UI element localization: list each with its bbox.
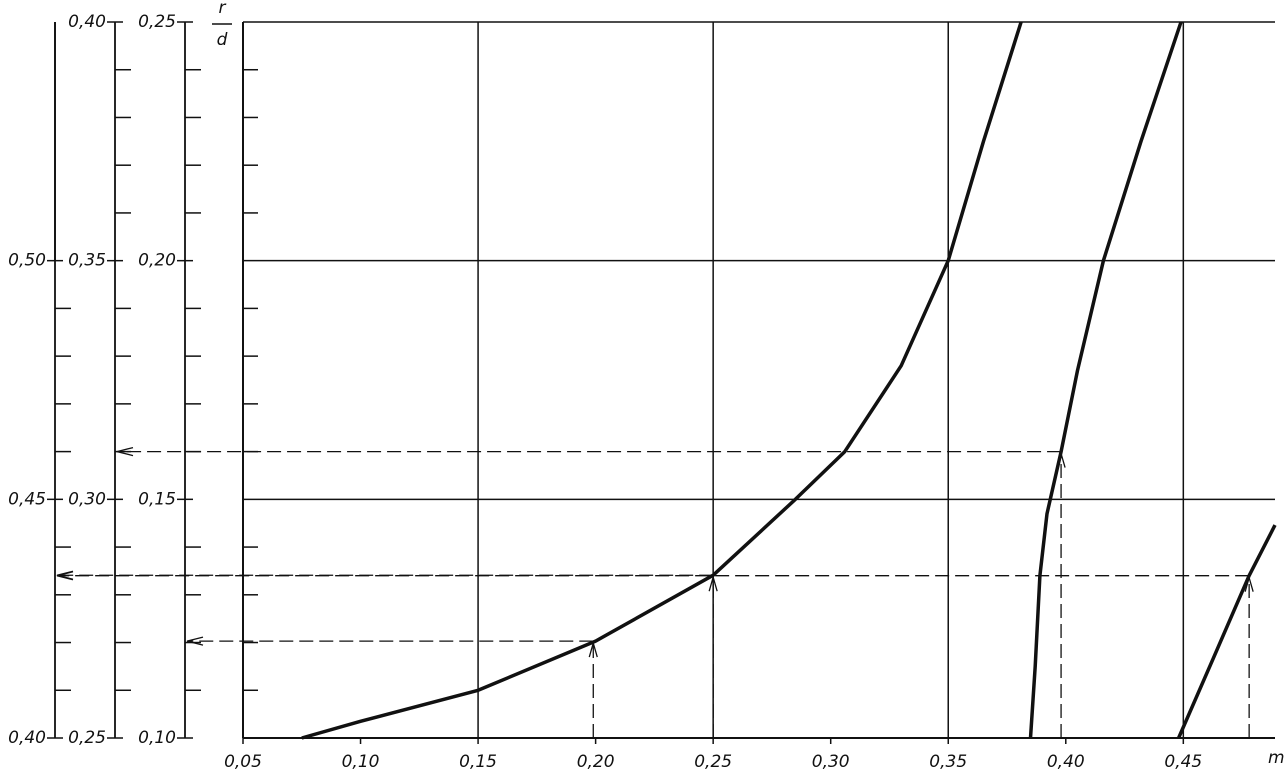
curve [1028,21,1183,739]
x-tick-label: 0,25 [694,752,732,772]
x-tick-label: 0,10 [342,752,380,772]
x-tick-label: 0,30 [812,752,850,772]
y-axis-label-numerator: r [219,0,227,18]
y-tick-label: 0,10 [138,728,176,748]
y-axis-label-denominator: d [217,30,228,50]
x-tick-label: 0,15 [459,752,497,772]
x-axis-label: m [1268,748,1285,768]
y-tick-label: 0,25 [68,728,106,748]
curve [1176,524,1277,739]
y-tick-label: 0,40 [68,12,106,32]
x-tick-label: 0,45 [1164,752,1202,772]
y-tick-label: 0,50 [8,251,46,271]
y-tick-label: 0,20 [138,251,176,271]
x-tick-label: 0,20 [577,752,615,772]
y-tick-label: 0,40 [8,728,46,748]
y-tick-label: 0,30 [68,489,106,509]
guide-arrow [186,636,204,646]
y-tick-label: 0,35 [68,251,106,271]
guide-arrow [56,571,74,581]
curve [301,21,1023,740]
x-tick-label: 0,35 [929,752,967,772]
x-tick-label: 0,05 [224,752,262,772]
x-tick-label: 0,40 [1047,752,1085,772]
y-tick-label: 0,25 [138,12,176,32]
y-tick-label: 0,15 [138,489,176,509]
y-tick-label: 0,45 [8,489,46,509]
guide-arrow [116,446,134,457]
